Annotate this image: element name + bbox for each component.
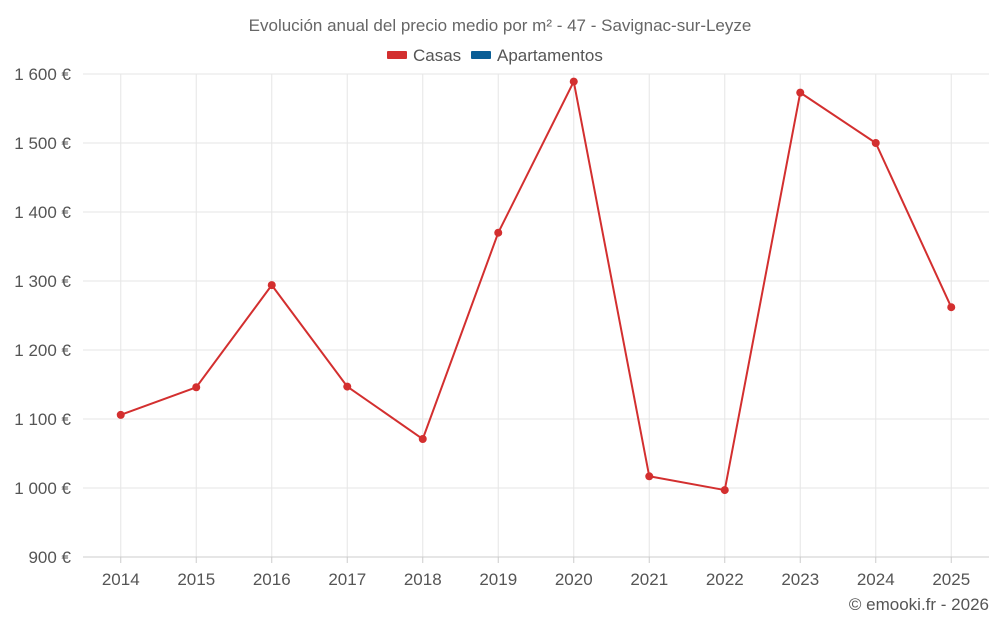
y-tick-label: 900 € bbox=[28, 548, 71, 567]
legend-label-apartamentos: Apartamentos bbox=[497, 46, 603, 65]
chart-title: Evolución anual del precio medio por m² … bbox=[249, 16, 752, 35]
x-tick-label: 2025 bbox=[932, 570, 970, 589]
y-tick-label: 1 000 € bbox=[14, 479, 71, 498]
y-tick-label: 1 500 € bbox=[14, 134, 71, 153]
legend[interactable]: Casas Apartamentos bbox=[387, 46, 603, 65]
data-point-2022[interactable] bbox=[720, 486, 729, 495]
y-tick-label: 1 400 € bbox=[14, 203, 71, 222]
legend-swatch-apartamentos bbox=[471, 51, 491, 59]
x-tick-label: 2016 bbox=[253, 570, 291, 589]
data-point-2018[interactable] bbox=[418, 435, 427, 444]
credit-text: © emooki.fr - 2026 bbox=[849, 595, 989, 614]
series-line-casas bbox=[120, 80, 953, 492]
x-tick-label: 2015 bbox=[177, 570, 215, 589]
x-tick-label: 2023 bbox=[781, 570, 819, 589]
y-tick-label: 1 200 € bbox=[14, 341, 71, 360]
data-point-2015[interactable] bbox=[192, 383, 201, 392]
x-tick-label: 2014 bbox=[102, 570, 140, 589]
axes: 900 € 1 000 € 1 100 € 1 200 € 1 300 € 1 400 €… bbox=[14, 65, 989, 589]
data-point-2019[interactable] bbox=[494, 228, 503, 237]
x-tick-label: 2017 bbox=[328, 570, 366, 589]
x-tick-label: 2024 bbox=[857, 570, 895, 589]
data-point-2021[interactable] bbox=[645, 472, 654, 481]
data-point-2023[interactable] bbox=[796, 88, 805, 97]
data-point-2014[interactable] bbox=[116, 410, 125, 419]
data-point-2025[interactable] bbox=[947, 303, 956, 312]
y-tick-label: 1 300 € bbox=[14, 272, 71, 291]
x-tick-label: 2021 bbox=[630, 570, 668, 589]
data-point-2016[interactable] bbox=[267, 281, 276, 290]
data-point-2017[interactable] bbox=[343, 382, 352, 391]
y-tick-label: 1 600 € bbox=[14, 65, 71, 84]
legend-item-casas[interactable]: Casas bbox=[387, 46, 461, 65]
legend-label-casas: Casas bbox=[413, 46, 461, 65]
grid bbox=[83, 73, 989, 557]
y-tick-label: 1 100 € bbox=[14, 410, 71, 429]
series-layer bbox=[116, 77, 956, 495]
data-point-2024[interactable] bbox=[871, 139, 880, 147]
x-tick-label: 2018 bbox=[404, 570, 442, 589]
x-tick-label: 2022 bbox=[706, 570, 744, 589]
x-tick-label: 2019 bbox=[479, 570, 517, 589]
legend-item-apartamentos[interactable]: Apartamentos bbox=[471, 46, 603, 65]
data-point-2020[interactable] bbox=[569, 77, 578, 86]
x-tick-label: 2020 bbox=[555, 570, 593, 589]
legend-swatch-casas bbox=[387, 51, 407, 59]
